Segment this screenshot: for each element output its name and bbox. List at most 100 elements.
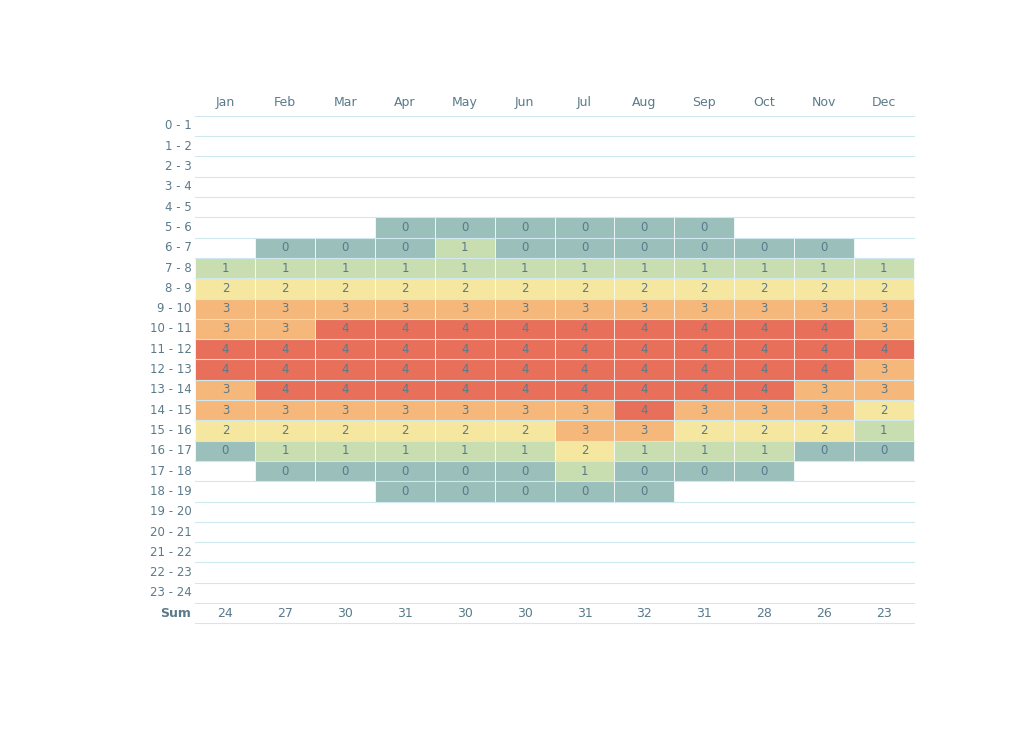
- Text: 21 - 22: 21 - 22: [150, 546, 191, 559]
- Text: 1: 1: [581, 464, 588, 478]
- Text: 10 - 11: 10 - 11: [150, 323, 191, 336]
- Bar: [196, 299, 255, 319]
- Bar: [794, 440, 854, 461]
- Text: Dec: Dec: [871, 96, 896, 109]
- Text: 3: 3: [221, 323, 229, 336]
- Text: 3: 3: [521, 302, 528, 315]
- Text: 0: 0: [641, 241, 648, 255]
- Bar: [794, 319, 854, 339]
- Text: 3: 3: [700, 302, 708, 315]
- Text: 0: 0: [761, 241, 768, 255]
- Text: 1: 1: [221, 261, 229, 275]
- Bar: [375, 461, 435, 482]
- Bar: [555, 461, 614, 482]
- Bar: [495, 420, 555, 440]
- Text: 1: 1: [461, 241, 469, 255]
- Bar: [614, 299, 674, 319]
- Bar: [854, 440, 913, 461]
- Bar: [315, 258, 375, 278]
- Text: 1: 1: [282, 261, 289, 275]
- Text: 0: 0: [282, 464, 289, 478]
- Text: 0: 0: [820, 444, 827, 458]
- Text: 4: 4: [341, 323, 349, 336]
- Text: 4: 4: [461, 383, 469, 396]
- Text: 1: 1: [581, 261, 588, 275]
- Text: 4: 4: [820, 323, 827, 336]
- Text: 12 - 13: 12 - 13: [150, 363, 191, 376]
- Bar: [255, 258, 315, 278]
- Text: 4: 4: [641, 323, 648, 336]
- Bar: [555, 278, 614, 299]
- Bar: [854, 278, 913, 299]
- Text: 4: 4: [700, 323, 708, 336]
- Text: 4: 4: [461, 343, 469, 356]
- Text: 3: 3: [880, 302, 888, 315]
- Bar: [375, 217, 435, 237]
- Bar: [734, 299, 794, 319]
- Text: 0: 0: [700, 241, 708, 255]
- Text: 1: 1: [341, 444, 349, 458]
- Text: 1: 1: [461, 261, 469, 275]
- Text: 4: 4: [401, 383, 409, 396]
- Text: 3: 3: [880, 383, 888, 396]
- Text: 1: 1: [401, 444, 409, 458]
- Bar: [375, 360, 435, 380]
- Text: 4: 4: [401, 343, 409, 356]
- Text: 30: 30: [517, 607, 532, 619]
- Bar: [555, 400, 614, 420]
- Bar: [794, 360, 854, 380]
- Bar: [614, 319, 674, 339]
- Bar: [555, 380, 614, 400]
- Bar: [255, 360, 315, 380]
- Text: 31: 31: [577, 607, 592, 619]
- Text: 1: 1: [521, 444, 528, 458]
- Text: 2: 2: [581, 282, 588, 295]
- Bar: [435, 360, 495, 380]
- Text: 0: 0: [341, 464, 349, 478]
- Text: 2: 2: [401, 282, 409, 295]
- Bar: [435, 400, 495, 420]
- Text: 4: 4: [282, 343, 289, 356]
- Bar: [255, 339, 315, 360]
- Bar: [794, 299, 854, 319]
- Bar: [255, 319, 315, 339]
- Bar: [734, 237, 794, 258]
- Text: 4: 4: [401, 363, 409, 376]
- Text: 4: 4: [341, 383, 349, 396]
- Bar: [614, 440, 674, 461]
- Text: 4: 4: [581, 343, 588, 356]
- Bar: [435, 461, 495, 482]
- Text: 0: 0: [521, 464, 528, 478]
- Bar: [674, 319, 734, 339]
- Text: 2: 2: [820, 282, 827, 295]
- Text: 1: 1: [461, 444, 469, 458]
- Bar: [674, 258, 734, 278]
- Text: 2: 2: [221, 424, 229, 437]
- Bar: [614, 400, 674, 420]
- Text: 1: 1: [880, 261, 888, 275]
- Text: 23 - 24: 23 - 24: [150, 586, 191, 599]
- Bar: [734, 360, 794, 380]
- Bar: [435, 258, 495, 278]
- Bar: [435, 299, 495, 319]
- Bar: [315, 339, 375, 360]
- Text: 1: 1: [760, 261, 768, 275]
- Text: 3: 3: [880, 323, 888, 336]
- Bar: [255, 420, 315, 440]
- Bar: [854, 339, 913, 360]
- Bar: [854, 380, 913, 400]
- Bar: [315, 360, 375, 380]
- Text: 3: 3: [581, 424, 588, 437]
- Bar: [315, 400, 375, 420]
- Bar: [435, 339, 495, 360]
- Text: 0: 0: [880, 444, 888, 458]
- Text: 4: 4: [880, 343, 888, 356]
- Text: 4: 4: [641, 404, 648, 416]
- Text: 2: 2: [341, 424, 349, 437]
- Bar: [614, 217, 674, 237]
- Text: 2: 2: [461, 424, 469, 437]
- Text: 0: 0: [401, 221, 409, 234]
- Text: May: May: [452, 96, 478, 109]
- Bar: [734, 440, 794, 461]
- Text: 2 - 3: 2 - 3: [165, 160, 191, 173]
